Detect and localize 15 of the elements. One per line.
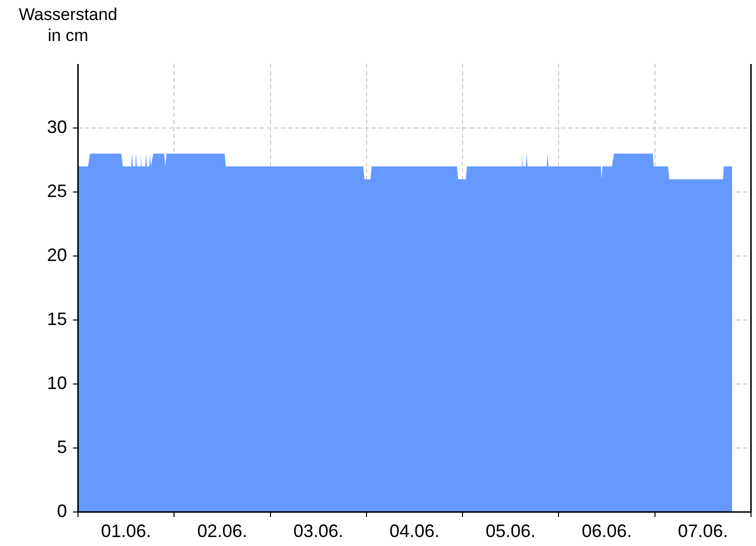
x-tick-label: 01.06. [101, 520, 152, 541]
y-tick-label: 0 [56, 500, 67, 521]
y-tick-label: 15 [46, 308, 67, 329]
y-tick-label: 30 [46, 116, 67, 137]
y-axis-title: Wasserstand in cm [18, 4, 118, 46]
x-tick-label: 03.06. [293, 520, 344, 541]
x-tick-label: 02.06. [197, 520, 248, 541]
y-tick-label: 25 [46, 180, 67, 201]
y-tick-label: 5 [56, 436, 67, 457]
x-tick-label: 07.06. [678, 520, 728, 541]
y-tick-label: 20 [46, 244, 67, 265]
x-tick-label: 04.06. [389, 520, 440, 541]
y-tick-label: 10 [46, 372, 67, 393]
x-tick-label: 06.06. [582, 520, 632, 541]
x-tick-label: 05.06. [486, 520, 536, 541]
